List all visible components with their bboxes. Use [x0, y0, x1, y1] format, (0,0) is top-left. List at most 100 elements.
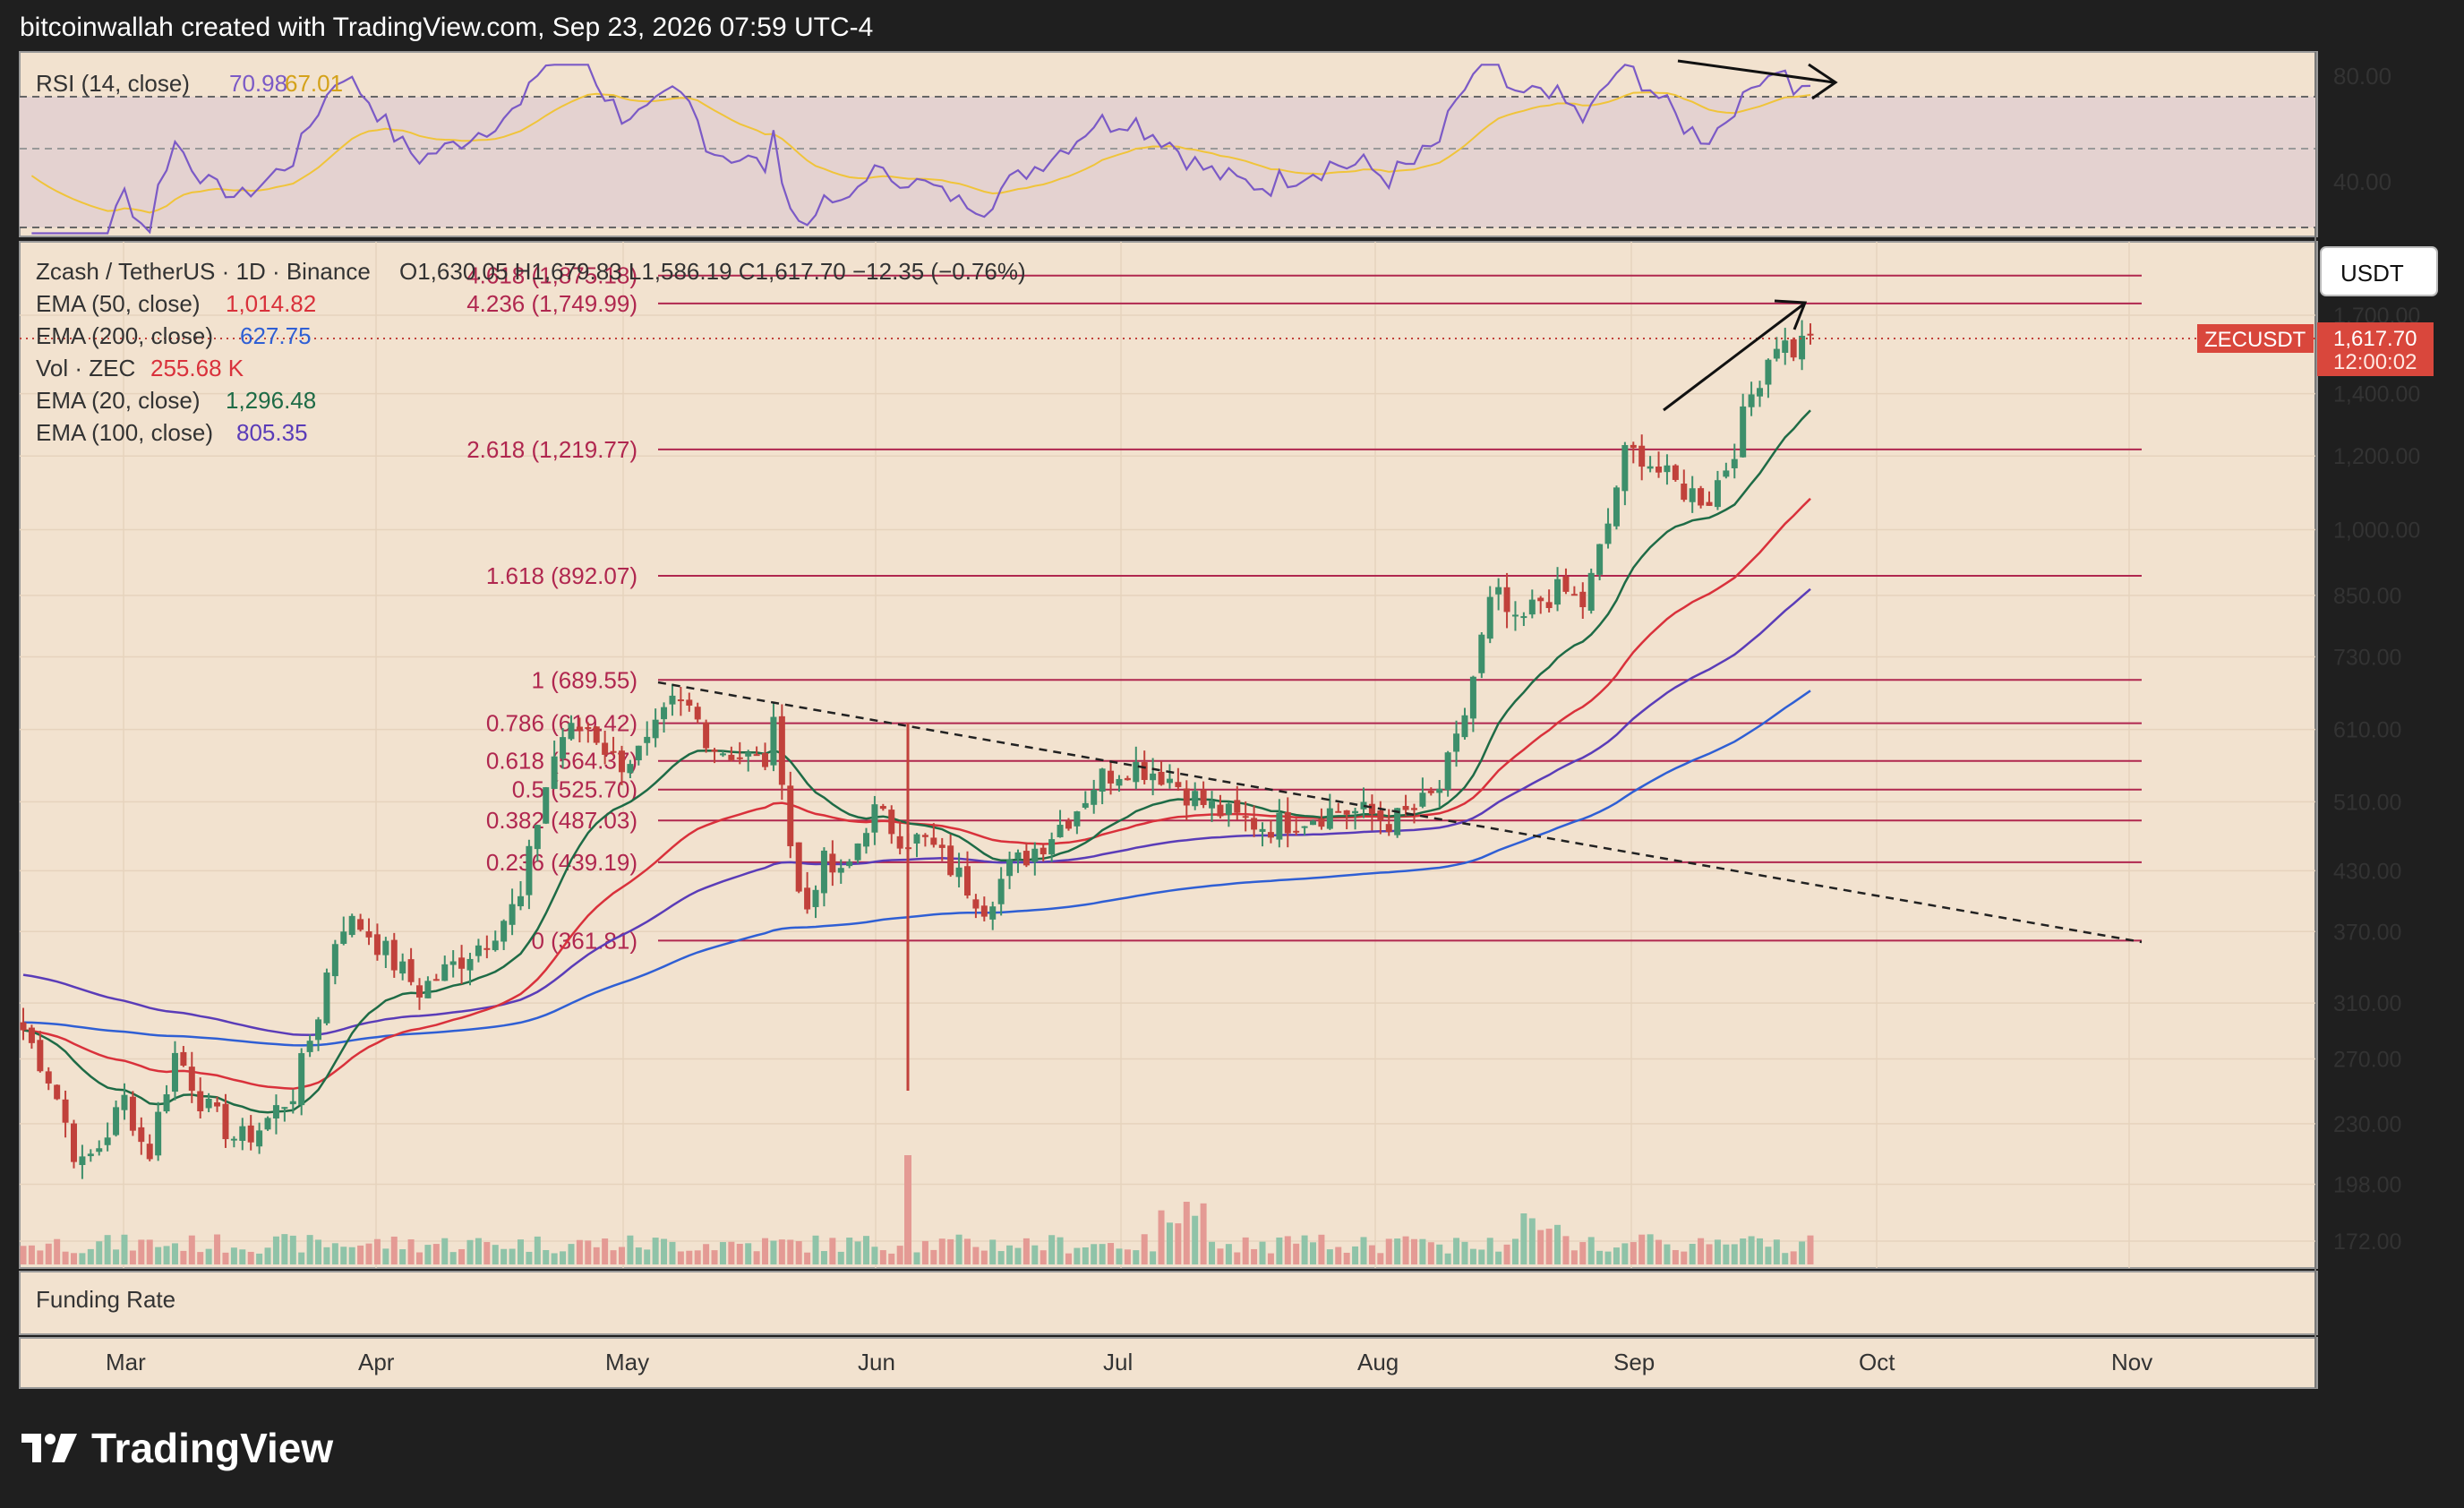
candle-body — [543, 787, 550, 824]
candle — [1520, 612, 1527, 627]
volume-bar — [686, 1250, 693, 1264]
volume-bar — [1731, 1244, 1738, 1264]
uptrend-arrow-price[interactable] — [1663, 299, 1808, 412]
volume-bar — [247, 1251, 254, 1264]
volume-bar — [399, 1249, 406, 1264]
candle-body — [1613, 487, 1620, 527]
candle — [618, 745, 625, 785]
volume-bar — [1638, 1234, 1646, 1264]
candle — [1664, 454, 1671, 485]
ohlc-values: O1,630.05 H1,679.83 L1,586.19 C1,617.70 … — [399, 258, 1026, 285]
price-axis-layer[interactable]: 1,700.001,400.001,200.001,000.00850.0073… — [2333, 304, 2420, 1255]
candle — [432, 973, 440, 981]
candle-body — [1765, 359, 1772, 385]
candle — [560, 728, 567, 769]
candle — [62, 1090, 69, 1138]
candle-body — [1318, 818, 1325, 827]
candle-body — [1360, 801, 1367, 810]
candle-body — [222, 1103, 229, 1140]
candle-body — [1419, 793, 1426, 807]
volume-bar — [1520, 1212, 1527, 1264]
candle — [1630, 441, 1637, 464]
candle-body — [28, 1027, 35, 1043]
volume-bar — [829, 1238, 836, 1264]
candle-body — [1731, 458, 1738, 468]
candle-body — [1757, 388, 1764, 397]
volume-bar — [1259, 1241, 1266, 1264]
candle — [1074, 810, 1081, 835]
candle-body — [972, 899, 980, 909]
volume-bar — [180, 1250, 187, 1264]
candle-body — [627, 764, 634, 774]
tradingview-brand[interactable]: TradingView — [21, 1424, 333, 1472]
funding-rate-label: Funding Rate — [36, 1286, 175, 1313]
volume-bar — [745, 1243, 752, 1264]
candle — [1242, 801, 1249, 832]
candle-body — [188, 1067, 195, 1092]
rsi-scale-80: 80.00 — [2333, 63, 2391, 90]
candle — [1579, 582, 1587, 620]
chart-header: bitcoinwallah created with TradingView.c… — [20, 13, 874, 42]
candle — [526, 839, 533, 910]
candle-body — [652, 719, 659, 739]
volume-bar — [1276, 1237, 1283, 1264]
candle-body — [289, 1101, 296, 1105]
time-label-may: May — [605, 1349, 649, 1375]
candle-body — [703, 722, 710, 749]
candle-body — [694, 707, 701, 720]
volume-bar — [879, 1250, 886, 1264]
candle — [1006, 851, 1014, 889]
time-label-jul: Jul — [1103, 1349, 1133, 1375]
candle — [602, 731, 609, 765]
time-axis-layer[interactable]: Mar Apr May Jun Jul Aug Sep Oct Nov — [106, 1349, 2152, 1375]
bearish-divergence-arrow-rsi[interactable] — [1677, 59, 1838, 100]
candle-body — [272, 1105, 279, 1118]
fib-label: 1.618 (892.07) — [486, 562, 637, 589]
volume-bar — [1503, 1244, 1510, 1264]
candle — [407, 947, 415, 986]
candle — [382, 937, 389, 968]
volume-bar — [526, 1251, 533, 1264]
descending-trendline[interactable] — [657, 681, 2143, 944]
price-panel[interactable] — [19, 241, 2318, 1269]
candle-body — [955, 867, 962, 878]
candle-body — [306, 1041, 313, 1052]
candle-body — [87, 1153, 94, 1157]
candle — [585, 722, 592, 743]
candle — [475, 938, 482, 963]
candle — [197, 1077, 204, 1119]
volume-bar — [602, 1238, 609, 1264]
candle — [879, 803, 886, 811]
volume-bar — [1723, 1244, 1730, 1264]
candle-body — [644, 736, 651, 743]
candle — [205, 1092, 212, 1112]
candle-body — [762, 753, 769, 767]
volume-bar — [205, 1248, 212, 1264]
candle-body — [719, 753, 726, 756]
volume-bar — [1647, 1234, 1654, 1264]
volume-bar — [1217, 1248, 1224, 1264]
candle — [1545, 589, 1553, 613]
volume-bar — [1200, 1203, 1207, 1264]
candle — [1150, 758, 1157, 796]
candle-body — [669, 695, 676, 705]
candle-body — [1006, 860, 1014, 877]
candle-body — [62, 1099, 69, 1123]
candle — [711, 748, 718, 764]
candle-body — [1714, 480, 1721, 508]
candle-body — [1368, 803, 1375, 815]
volume-bar — [256, 1253, 263, 1264]
candle-body — [163, 1094, 170, 1112]
candle-body — [373, 934, 381, 955]
candle-body — [1630, 444, 1637, 449]
candle — [694, 702, 701, 724]
price-label: 610.00 — [2333, 718, 2401, 743]
candle — [728, 746, 735, 762]
currency-button[interactable]: USDT — [2320, 246, 2438, 296]
ema20-line — [22, 409, 1811, 1114]
volume-bar — [610, 1250, 617, 1264]
funding-panel[interactable] — [19, 1271, 2318, 1335]
candle — [1537, 595, 1544, 614]
candle-body — [770, 716, 777, 766]
